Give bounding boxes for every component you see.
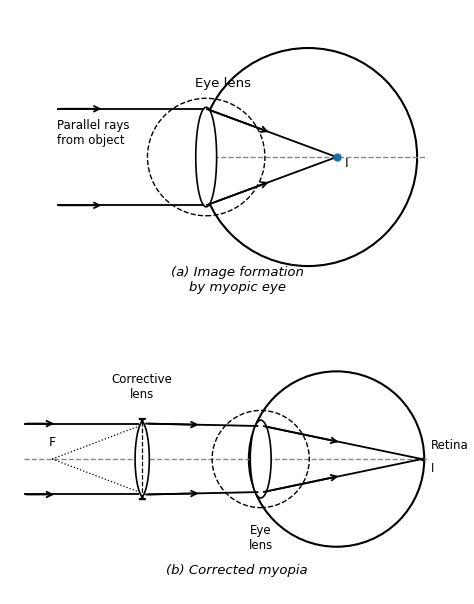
Text: Eye lens: Eye lens: [195, 77, 251, 90]
Text: I: I: [430, 462, 434, 475]
Text: (b) Corrected myopia: (b) Corrected myopia: [166, 564, 308, 577]
Polygon shape: [196, 108, 217, 207]
Text: I: I: [345, 158, 349, 170]
Text: F: F: [48, 435, 56, 449]
Text: (a) Image formation
by myopic eye: (a) Image formation by myopic eye: [171, 266, 303, 294]
Text: Retina: Retina: [430, 439, 468, 452]
Text: Corrective
lens: Corrective lens: [112, 373, 173, 400]
Polygon shape: [135, 419, 149, 500]
Polygon shape: [250, 420, 271, 498]
Text: Eye
lens: Eye lens: [248, 524, 273, 552]
Text: Parallel rays
from object: Parallel rays from object: [57, 120, 129, 147]
